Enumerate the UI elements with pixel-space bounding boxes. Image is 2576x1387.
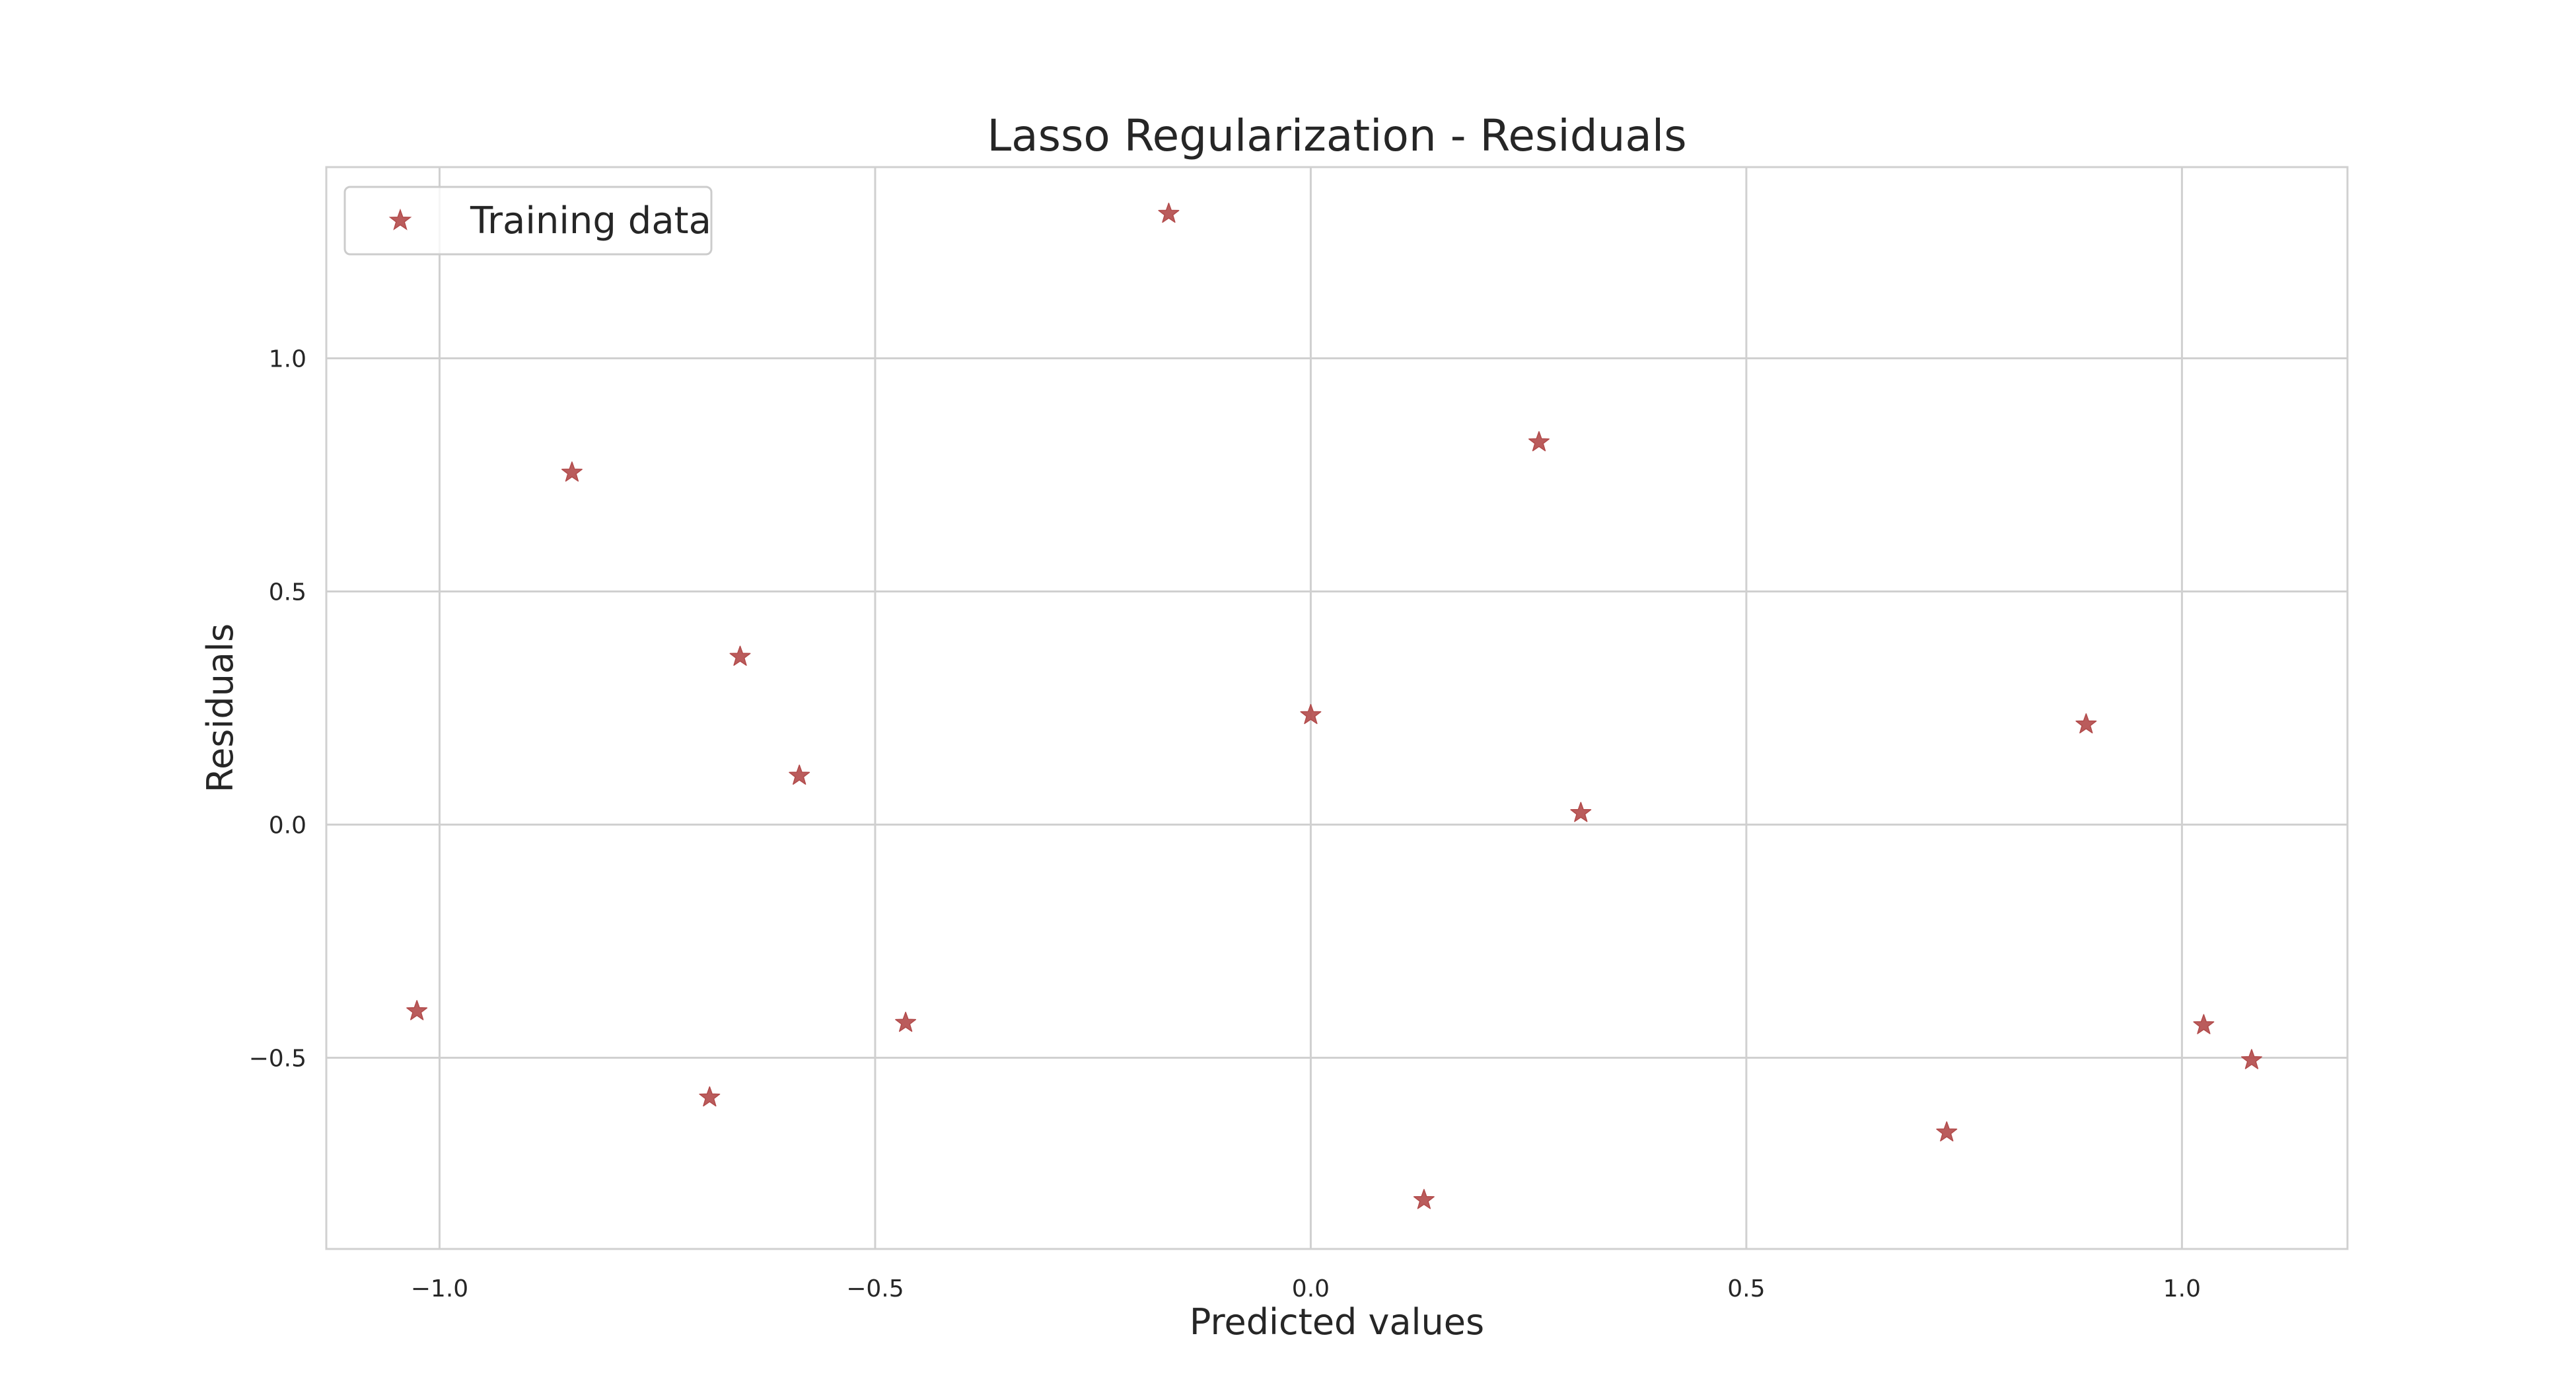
- legend-marker-star-icon: [388, 208, 412, 231]
- data-point: [699, 1086, 721, 1107]
- data-points: [406, 202, 2262, 1209]
- y-tick-label: 1.0: [269, 345, 306, 373]
- data-point: [1936, 1121, 1958, 1142]
- data-point: [561, 461, 583, 482]
- y-tick-label: 0.5: [269, 579, 306, 606]
- data-point: [1528, 431, 1550, 452]
- y-tick-label: 0.0: [269, 812, 306, 839]
- data-point: [729, 645, 751, 666]
- data-point: [895, 1011, 917, 1032]
- data-point: [1413, 1189, 1435, 1209]
- y-axis-label: Residuals: [199, 623, 241, 793]
- data-point: [1300, 703, 1322, 725]
- data-point: [1570, 802, 1592, 822]
- plot-area-frame: [325, 166, 2349, 1250]
- x-tick-label: −1.0: [411, 1275, 468, 1302]
- x-tick-label: 1.0: [2163, 1275, 2201, 1302]
- x-axis-label: Predicted values: [1190, 1301, 1484, 1343]
- data-point: [1158, 202, 1180, 223]
- legend-label: Training data: [470, 199, 711, 242]
- data-point: [2193, 1014, 2215, 1034]
- x-tick-label: 0.5: [1727, 1275, 1765, 1302]
- chart-title: Lasso Regularization - Residuals: [987, 110, 1686, 161]
- legend: Training data: [343, 186, 713, 256]
- data-point: [789, 764, 810, 785]
- y-tick-label: −0.5: [249, 1046, 306, 1073]
- data-point: [406, 1000, 428, 1020]
- data-point: [2240, 1049, 2262, 1069]
- x-tick-label: 0.0: [1292, 1275, 1330, 1302]
- axis-tick-labels: −1.0 −0.5 0.0 0.5 1.0 −0.5 0.0 0.5 1.0: [249, 345, 2201, 1302]
- data-point: [2075, 713, 2097, 734]
- x-tick-label: −0.5: [846, 1275, 904, 1302]
- legend-box: [343, 186, 713, 256]
